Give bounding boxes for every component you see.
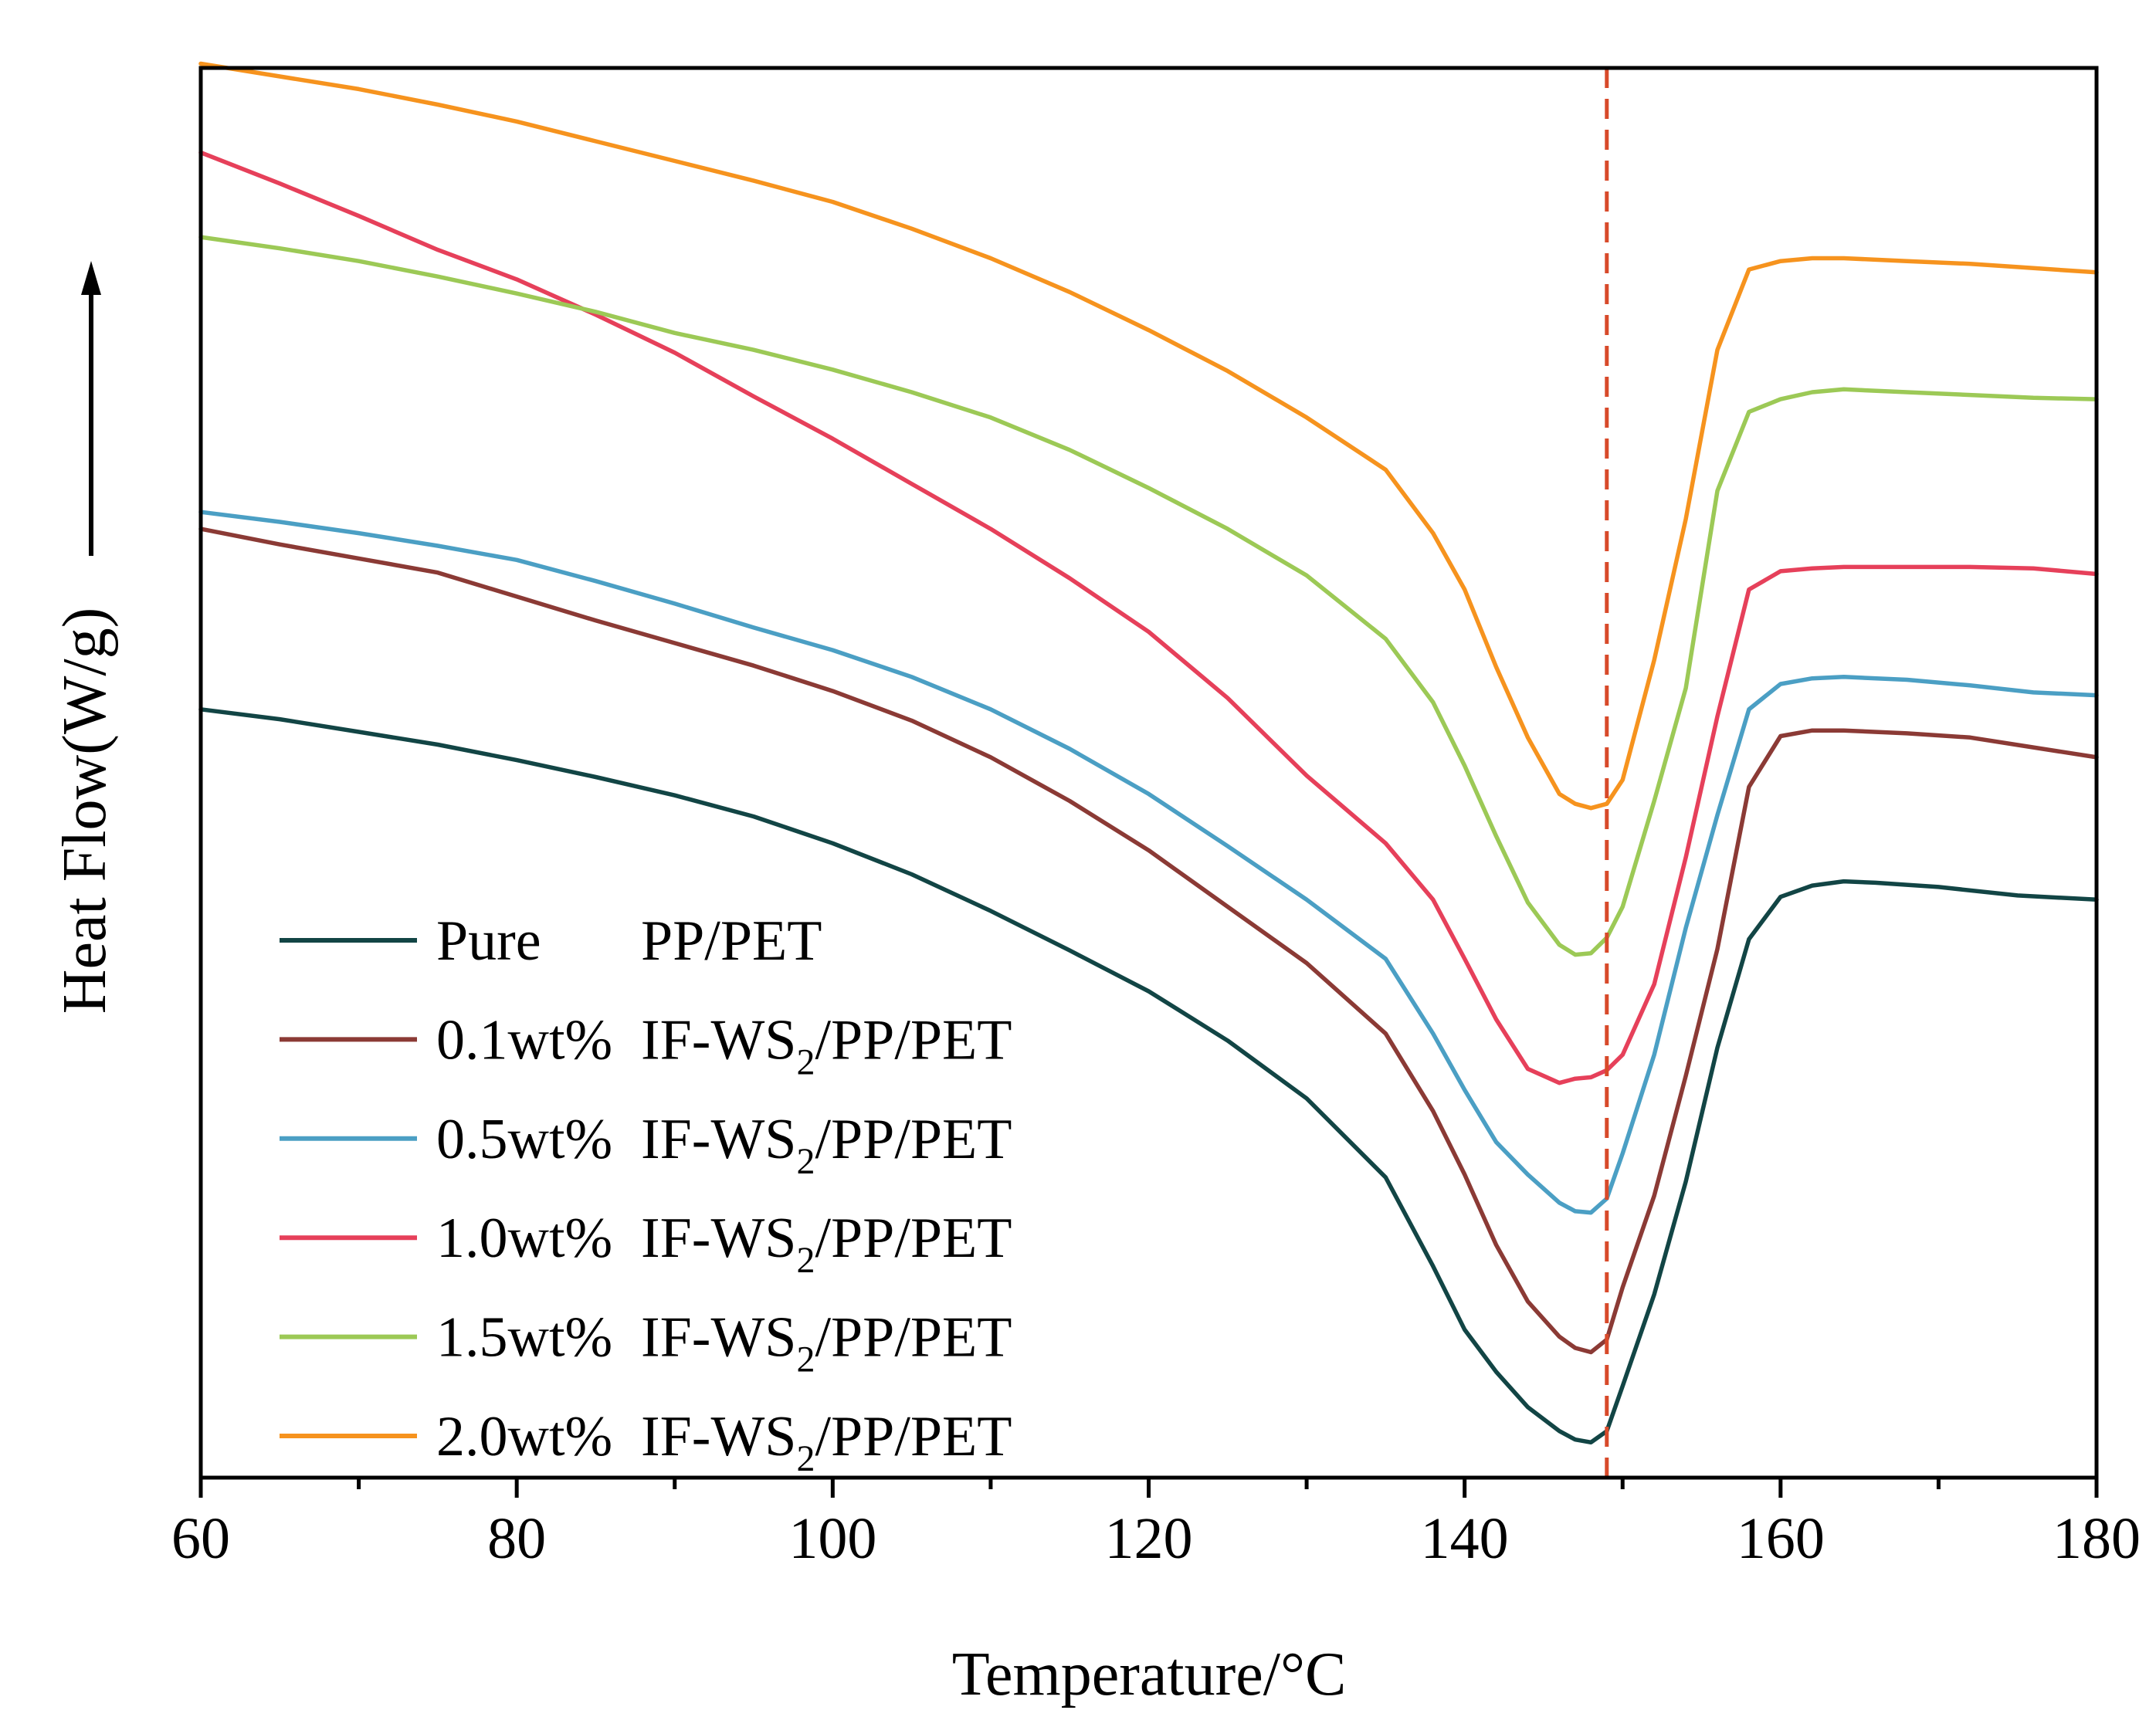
legend-label-sample: IF-WS2/PP/PET — [641, 1207, 1012, 1281]
legend-label-prefix: 0.1wt% — [436, 1008, 612, 1072]
legend-label-sample: IF-WS2/PP/PET — [641, 1405, 1012, 1479]
x-tick-label: 160 — [1737, 1506, 1825, 1571]
y-axis-title: Heat Flow(W/g) — [51, 608, 119, 1014]
legend-label-prefix: 1.5wt% — [436, 1306, 612, 1370]
series-line-5 — [198, 235, 2099, 957]
legend-label-sample: IF-WS2/PP/PET — [641, 1306, 1012, 1380]
y-direction-arrow — [81, 261, 101, 556]
legend-label-sample: PP/PET — [641, 909, 822, 973]
x-tick-label: 120 — [1105, 1506, 1193, 1571]
legend-item-3: 0.5wt% IF-WS2/PP/PET — [280, 1108, 1012, 1182]
legend-label-sample: IF-WS2/PP/PET — [641, 1008, 1012, 1082]
legend-item-5: 1.5wt% IF-WS2/PP/PET — [280, 1306, 1012, 1380]
x-tick-label: 80 — [487, 1506, 546, 1571]
x-tick-label: 140 — [1421, 1506, 1509, 1571]
series-line-1 — [198, 707, 2099, 1445]
legend-label-prefix: Pure — [436, 909, 541, 973]
plot-frame — [198, 66, 2099, 1480]
legend-item-1: Pure PP/PET — [280, 909, 822, 973]
series-line-2 — [198, 527, 2099, 1355]
x-tick-label: 60 — [171, 1506, 230, 1571]
series-line-4 — [198, 150, 2099, 1085]
series-line-3 — [198, 510, 2099, 1215]
legend-item-4: 1.0wt% IF-WS2/PP/PET — [280, 1207, 1012, 1281]
legend-item-2: 0.1wt% IF-WS2/PP/PET — [280, 1008, 1012, 1082]
x-axis-tick-labels: 60 80 100 120 140 160 180 — [171, 1506, 2141, 1571]
x-tick-label: 100 — [788, 1506, 876, 1571]
legend-label-prefix: 2.0wt% — [436, 1405, 612, 1468]
x-tick-label: 180 — [2053, 1506, 2141, 1571]
legend-label-sample: IF-WS2/PP/PET — [641, 1108, 1012, 1182]
legend: Pure PP/PET 0.1wt% IF-WS2/PP/PET 0.5wt% IF-WS… — [280, 909, 1012, 1479]
series-line-6 — [198, 61, 2099, 811]
legend-label-prefix: 0.5wt% — [436, 1108, 612, 1171]
series-lines — [198, 61, 2099, 1445]
x-axis-title: Temperature/°C — [952, 1641, 1347, 1708]
legend-label-prefix: 1.0wt% — [436, 1207, 612, 1270]
legend-item-6: 2.0wt% IF-WS2/PP/PET — [280, 1405, 1012, 1479]
